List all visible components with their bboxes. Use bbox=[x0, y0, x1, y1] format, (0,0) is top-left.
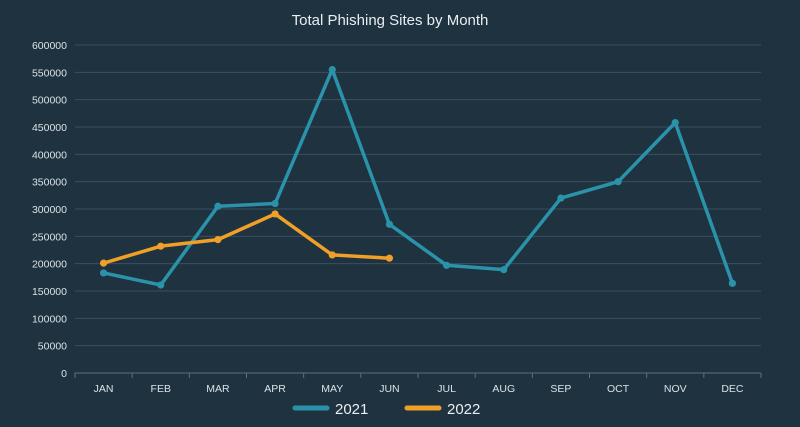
x-tick-label: JAN bbox=[94, 383, 114, 395]
legend-item-2021: 2021 bbox=[292, 401, 368, 418]
y-tick-label: 100000 bbox=[32, 313, 67, 325]
legend: 2021 2022 bbox=[292, 401, 480, 418]
y-tick-label: 350000 bbox=[32, 177, 67, 189]
data-point bbox=[214, 236, 222, 244]
data-point bbox=[557, 194, 565, 202]
data-point bbox=[614, 178, 622, 186]
x-tick-label: OCT bbox=[607, 383, 630, 395]
x-tick-label: AUG bbox=[492, 383, 515, 395]
data-point bbox=[214, 202, 222, 210]
y-tick-label: 600000 bbox=[32, 40, 67, 52]
x-tick-label: DEC bbox=[721, 383, 744, 395]
x-axis-ticks: JAN FEB MAR APR MAY JUN JUL AUG SEP OCT NOV DEC bbox=[74, 373, 762, 395]
x-tick-label: FEB bbox=[151, 383, 171, 395]
x-tick-label: NOV bbox=[664, 383, 687, 395]
grid-lines bbox=[75, 44, 761, 374]
y-tick-label: 300000 bbox=[32, 204, 67, 216]
y-tick-label: 200000 bbox=[32, 259, 67, 271]
y-axis-ticks: 0 50000 100000 150000 200000 250000 300000 3500… bbox=[32, 40, 67, 380]
data-point bbox=[442, 261, 451, 269]
y-tick-label: 50000 bbox=[38, 341, 67, 353]
data-point bbox=[385, 254, 394, 262]
chart-title: Total Phishing Sites by Month bbox=[292, 12, 489, 29]
y-tick-label: 0 bbox=[61, 368, 67, 380]
data-point bbox=[271, 199, 279, 208]
legend-item-2022: 2022 bbox=[404, 401, 480, 418]
y-tick-label: 500000 bbox=[32, 95, 67, 107]
data-point bbox=[99, 259, 108, 267]
data-point bbox=[500, 266, 508, 274]
legend-label: 2021 bbox=[335, 401, 368, 418]
y-tick-label: 450000 bbox=[32, 122, 67, 134]
series-layer bbox=[99, 66, 737, 289]
x-tick-label: MAY bbox=[321, 383, 343, 395]
y-tick-label: 250000 bbox=[32, 231, 67, 243]
legend-label: 2022 bbox=[447, 401, 480, 418]
x-tick-label: JUL bbox=[437, 383, 456, 395]
x-tick-label: SEP bbox=[550, 383, 571, 395]
data-point bbox=[99, 269, 108, 277]
data-point bbox=[157, 281, 165, 289]
y-tick-label: 150000 bbox=[32, 286, 67, 298]
x-tick-label: MAR bbox=[206, 383, 230, 395]
data-point bbox=[328, 66, 336, 74]
data-point bbox=[328, 251, 336, 259]
x-tick-label: JUN bbox=[379, 383, 399, 395]
data-point bbox=[385, 220, 394, 228]
y-tick-label: 400000 bbox=[32, 149, 67, 161]
series-line bbox=[101, 212, 392, 265]
data-point bbox=[671, 119, 679, 127]
series-2022 bbox=[99, 210, 394, 267]
data-point bbox=[157, 242, 165, 250]
data-point bbox=[728, 279, 737, 287]
y-tick-label: 550000 bbox=[32, 67, 67, 79]
series-2021 bbox=[99, 66, 737, 289]
x-tick-label: APR bbox=[264, 383, 286, 395]
data-point bbox=[271, 210, 279, 218]
series-line bbox=[101, 67, 735, 287]
